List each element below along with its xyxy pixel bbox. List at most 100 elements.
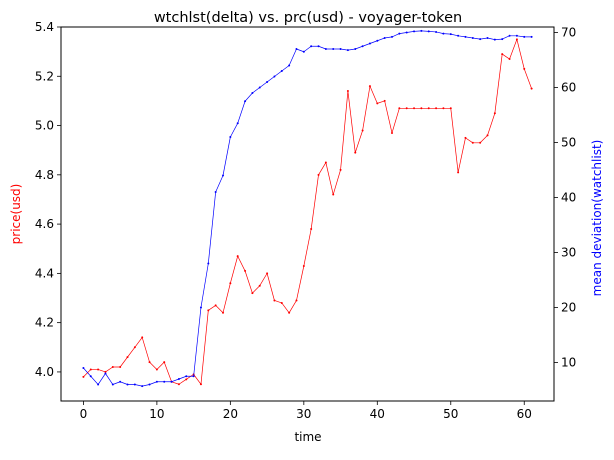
watchlist-data-point xyxy=(273,75,276,78)
price-data-point xyxy=(398,107,401,110)
watchlist-data-point xyxy=(479,38,482,41)
price-data-point xyxy=(207,309,210,312)
price-data-point xyxy=(420,107,423,110)
price-data-point xyxy=(486,134,489,137)
watchlist-data-point xyxy=(442,32,445,35)
price-data-point xyxy=(266,272,269,275)
watchlist-data-point xyxy=(317,45,320,48)
watchlist-data-point xyxy=(471,37,474,39)
watchlist-data-point xyxy=(288,64,291,67)
left-y-tick-label: 4.4 xyxy=(35,266,54,280)
x-tick-label: 30 xyxy=(296,407,311,421)
x-axis-ticks: 0 10 20 30 40 50 60 xyxy=(80,401,532,421)
watchlist-data-point xyxy=(302,50,305,53)
left-y-tick-label: 4.8 xyxy=(35,168,54,182)
price-data-point xyxy=(317,173,320,176)
right-y-tick-label: 60 xyxy=(561,81,576,95)
watchlist-data-point xyxy=(266,81,269,83)
price-data-point xyxy=(126,356,129,359)
plot-background xyxy=(61,27,554,401)
watchlist-data-point xyxy=(346,49,349,52)
watchlist-data-point xyxy=(119,380,122,383)
watchlist-data-point xyxy=(111,383,114,386)
watchlist-data-point xyxy=(207,262,210,265)
price-data-point xyxy=(148,361,151,364)
watchlist-data-point xyxy=(192,375,195,378)
price-data-point xyxy=(273,299,276,302)
price-data-point xyxy=(427,107,430,110)
watchlist-data-point xyxy=(148,383,151,386)
price-data-point xyxy=(493,112,496,115)
watchlist-data-point xyxy=(170,380,173,383)
price-data-point xyxy=(464,136,467,139)
price-data-point xyxy=(288,311,291,314)
right-y-tick-label: 20 xyxy=(561,301,576,315)
watchlist-data-point xyxy=(324,48,327,50)
price-data-point xyxy=(368,85,371,88)
right-y-tick-label: 30 xyxy=(561,246,576,260)
watchlist-data-point xyxy=(339,48,342,50)
series-layer xyxy=(82,29,533,388)
left-y-tick-label: 4.6 xyxy=(35,217,54,231)
price-data-point xyxy=(354,151,357,154)
price-data-point xyxy=(508,58,511,61)
price-data-point xyxy=(442,107,445,110)
watchlist-data-point xyxy=(141,385,144,388)
watchlist-data-point xyxy=(82,367,85,369)
watchlist-data-point xyxy=(508,34,511,37)
watchlist-data-point xyxy=(244,100,247,103)
price-data-point xyxy=(405,107,408,110)
price-data-point xyxy=(97,368,100,371)
watchlist-data-point xyxy=(332,48,335,50)
watchlist-data-point xyxy=(368,42,371,45)
watchlist-data-point xyxy=(361,45,364,48)
watchlist-data-point xyxy=(530,35,533,38)
left-y-tick-label: 5.2 xyxy=(35,69,54,83)
chart-title: wtchlst(delta) vs. prc(usd) - voyager-to… xyxy=(154,10,462,26)
x-axis-title: time xyxy=(294,430,321,444)
watchlist-data-point xyxy=(251,92,254,94)
price-data-point xyxy=(185,378,188,381)
price-data-point xyxy=(310,228,313,231)
price-data-point xyxy=(332,193,335,196)
right-y-tick-label: 70 xyxy=(561,26,576,40)
price-data-point xyxy=(229,282,232,285)
watchlist-data-point xyxy=(104,372,107,375)
watchlist-data-point xyxy=(280,70,283,72)
watchlist-data-point xyxy=(155,380,158,383)
price-data-point xyxy=(501,53,504,56)
price-data-point xyxy=(222,311,225,314)
price-data-point xyxy=(119,366,122,368)
watchlist-data-point xyxy=(185,375,188,378)
price-data-point xyxy=(214,304,217,307)
right-y-axis-ticks: 10 20 30 40 50 60 70 xyxy=(554,26,576,370)
watchlist-data-point xyxy=(376,39,379,42)
watchlist-data-point xyxy=(383,37,386,39)
right-y-tick-label: 40 xyxy=(561,191,576,205)
right-y-tick-label: 10 xyxy=(561,356,576,370)
left-y-tick-label: 5.4 xyxy=(35,20,54,34)
watchlist-data-point xyxy=(222,174,225,177)
left-y-axis-ticks: 4.0 4.2 4.4 4.6 4.8 5.0 5.2 5.4 xyxy=(35,20,61,379)
watchlist-data-point xyxy=(515,34,518,37)
left-y-tick-label: 4.2 xyxy=(35,316,54,330)
price-data-point xyxy=(251,292,254,295)
watchlist-data-point xyxy=(295,48,298,50)
watchlist-data-point xyxy=(493,38,496,41)
price-data-point xyxy=(111,366,114,368)
x-tick-label: 10 xyxy=(149,407,164,421)
price-data-point xyxy=(258,284,261,287)
price-data-point xyxy=(376,102,379,105)
price-data-point xyxy=(155,368,158,371)
price-data-point xyxy=(163,361,166,364)
watchlist-data-point xyxy=(398,32,401,35)
price-data-point xyxy=(82,375,85,378)
price-data-point xyxy=(435,107,438,110)
watchlist-data-point xyxy=(523,35,526,38)
price-data-point xyxy=(530,87,533,90)
price-data-point xyxy=(515,38,518,41)
watchlist-data-point xyxy=(126,383,129,386)
price-data-point xyxy=(479,141,482,144)
right-y-tick-label: 50 xyxy=(561,136,576,150)
